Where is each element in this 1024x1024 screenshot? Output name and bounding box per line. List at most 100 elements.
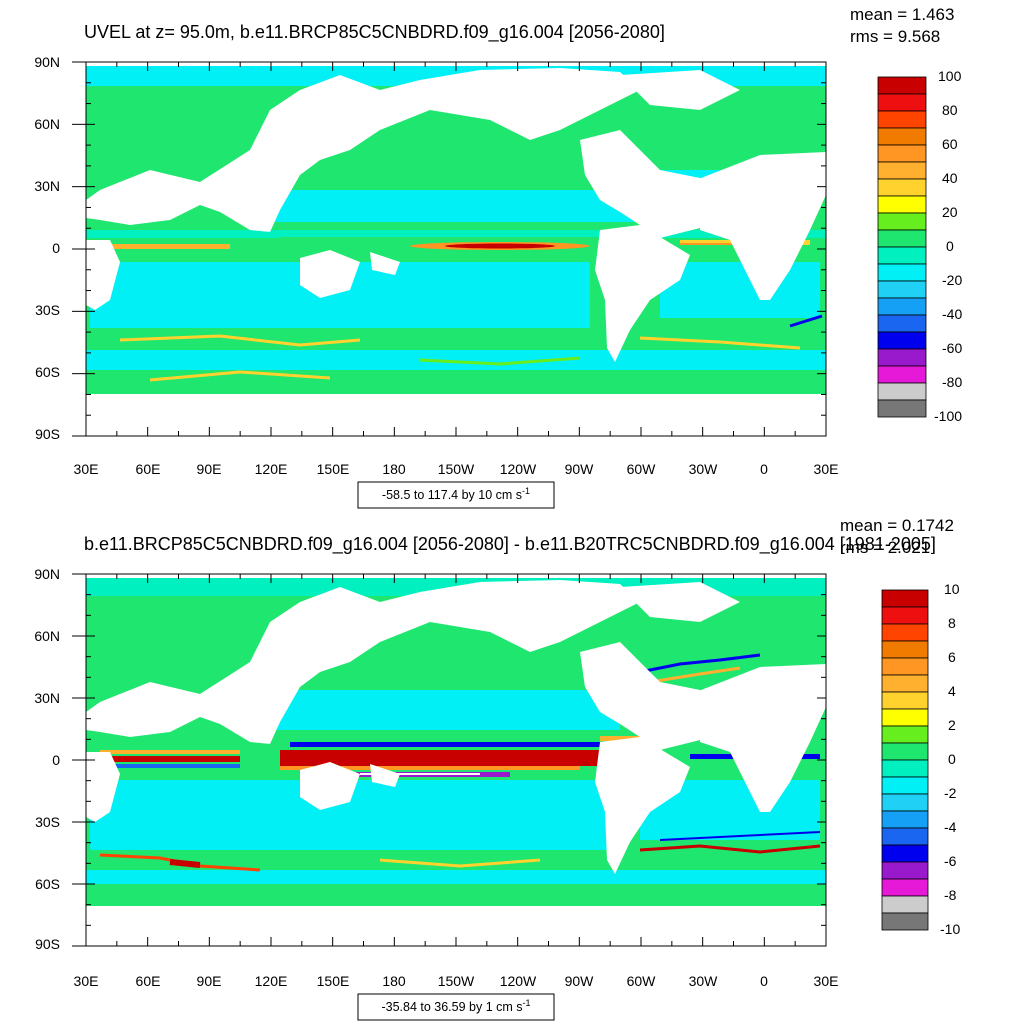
colorbar-label: -20	[942, 272, 962, 288]
colorbar-swatch	[881, 793, 929, 812]
colorbar-swatch	[877, 382, 927, 401]
lon-label: 60W	[627, 973, 657, 989]
lat-label: 60S	[35, 364, 60, 380]
lon-label: 60E	[136, 461, 161, 477]
lon-label: 30E	[814, 461, 839, 477]
lat-label: 30S	[35, 814, 60, 830]
panel-2-lat-labels: 90N 60N 30N 0 30S 60S 90S	[34, 566, 60, 952]
panel-2-colorbar	[881, 589, 929, 931]
colorbar-swatch	[877, 76, 927, 95]
colorbar-swatch	[877, 348, 927, 367]
panel-1-range-box: -58.5 to 117.4 by 10 cm s-1	[357, 481, 555, 509]
colorbar-label: -60	[942, 340, 962, 356]
svg-text:-58.5 to 117.4 by 10 cm s-1: -58.5 to 117.4 by 10 cm s-1	[382, 486, 530, 502]
colorbar-label: 4	[948, 683, 956, 699]
colorbar-swatch	[881, 742, 929, 761]
lon-label: 60W	[627, 461, 657, 477]
lat-label: 60N	[34, 116, 60, 132]
colorbar-swatch	[881, 844, 929, 863]
colorbar-swatch	[877, 365, 927, 384]
colorbar-swatch	[881, 657, 929, 676]
colorbar-label: 20	[942, 204, 958, 220]
colorbar-label: 80	[942, 102, 958, 118]
panel-1-colorbar-labels: 100 80 60 40 20 0 -20 -40 -60 -80 -100	[934, 68, 962, 424]
colorbar-label: -2	[944, 785, 957, 801]
panel-2-colorbar-labels: 10 8 6 4 2 0 -2 -4 -6 -8 -10	[940, 581, 960, 937]
lat-label: 60S	[35, 876, 60, 892]
lon-label: 90E	[197, 461, 222, 477]
colorbar-label: 40	[942, 170, 958, 186]
panel-1-colorbar	[877, 76, 927, 418]
lat-label: 90S	[35, 426, 60, 442]
colorbar-swatch	[877, 110, 927, 129]
colorbar-swatch	[881, 912, 929, 931]
colorbar-swatch	[881, 623, 929, 642]
lon-label: 120E	[255, 973, 288, 989]
svg-text:-35.84 to 36.59 by 1 cm s-1: -35.84 to 36.59 by 1 cm s-1	[381, 998, 530, 1014]
colorbar-swatch	[877, 246, 927, 265]
lon-label: 90W	[565, 973, 595, 989]
colorbar-swatch	[881, 725, 929, 744]
colorbar-swatch	[881, 776, 929, 795]
colorbar-swatch	[877, 280, 927, 299]
panel-1-land	[86, 64, 826, 436]
lat-label: 90N	[34, 54, 60, 70]
panel-2-rms: rms = 2.021	[840, 538, 930, 557]
colorbar-label: 2	[948, 717, 956, 733]
lat-label: 30N	[34, 178, 60, 194]
colorbar-swatch	[877, 178, 927, 197]
panel-1-lat-labels: 90N 60N 30N 0 30S 60S 90S	[34, 54, 60, 442]
lon-label: 150W	[438, 461, 475, 477]
colorbar-label: 10	[944, 581, 960, 597]
lon-label: 30W	[689, 461, 719, 477]
colorbar-swatch	[877, 314, 927, 333]
panel-2-map	[86, 574, 826, 946]
lat-label: 90S	[35, 936, 60, 952]
colorbar-label: -80	[942, 374, 962, 390]
colorbar-swatch	[877, 144, 927, 163]
lon-label: 180	[382, 973, 406, 989]
colorbar-swatch	[877, 127, 927, 146]
colorbar-label: 0	[948, 751, 956, 767]
panel-2-range-sup: -1	[523, 998, 531, 1008]
panel-1: UVEL at z= 95.0m, b.e11.BRCP85C5CNBDRD.f…	[34, 5, 962, 509]
colorbar-label: -8	[944, 887, 957, 903]
lon-label: 30E	[814, 973, 839, 989]
panel-1-map	[86, 62, 826, 436]
colorbar-swatch	[877, 229, 927, 248]
panel-2-title: b.e11.BRCP85C5CNBDRD.f09_g16.004 [2056-2…	[84, 534, 936, 555]
colorbar-swatch	[877, 263, 927, 282]
colorbar-swatch	[877, 331, 927, 350]
panel-1-lon-labels: 30E 60E 90E 120E 150E 180 150W 120W 90W …	[74, 461, 839, 477]
colorbar-label: 6	[948, 649, 956, 665]
colorbar-swatch	[877, 161, 927, 180]
colorbar-label: 100	[938, 68, 962, 84]
lon-label: 90E	[197, 973, 222, 989]
lat-label: 0	[52, 240, 60, 256]
panel-1-rms: rms = 9.568	[850, 27, 940, 46]
lon-label: 30E	[74, 461, 99, 477]
colorbar-swatch	[877, 93, 927, 112]
lat-label: 30S	[35, 302, 60, 318]
panel-2-range-label: -35.84 to 36.59 by 1 cm s	[381, 1000, 522, 1014]
colorbar-swatch	[881, 589, 929, 608]
colorbar-swatch	[881, 861, 929, 880]
lon-label: 120W	[500, 461, 537, 477]
colorbar-label: -4	[944, 819, 957, 835]
panel-1-range-label: -58.5 to 117.4 by 10 cm s	[382, 488, 522, 502]
lat-label: 0	[52, 752, 60, 768]
colorbar-label: 0	[946, 238, 954, 254]
colorbar-swatch	[881, 878, 929, 897]
colorbar-swatch	[881, 708, 929, 727]
panel-2: b.e11.BRCP85C5CNBDRD.f09_g16.004 [2056-2…	[34, 516, 960, 1021]
colorbar-swatch	[881, 606, 929, 625]
lat-label: 90N	[34, 566, 60, 582]
lon-label: 0	[760, 461, 768, 477]
panel-1-tickmarks	[72, 61, 827, 437]
lon-label: 120W	[500, 973, 537, 989]
colorbar-swatch	[877, 212, 927, 231]
lon-label: 120E	[255, 461, 288, 477]
colorbar-swatch	[881, 674, 929, 693]
panel-2-range-box: -35.84 to 36.59 by 1 cm s-1	[357, 993, 555, 1021]
